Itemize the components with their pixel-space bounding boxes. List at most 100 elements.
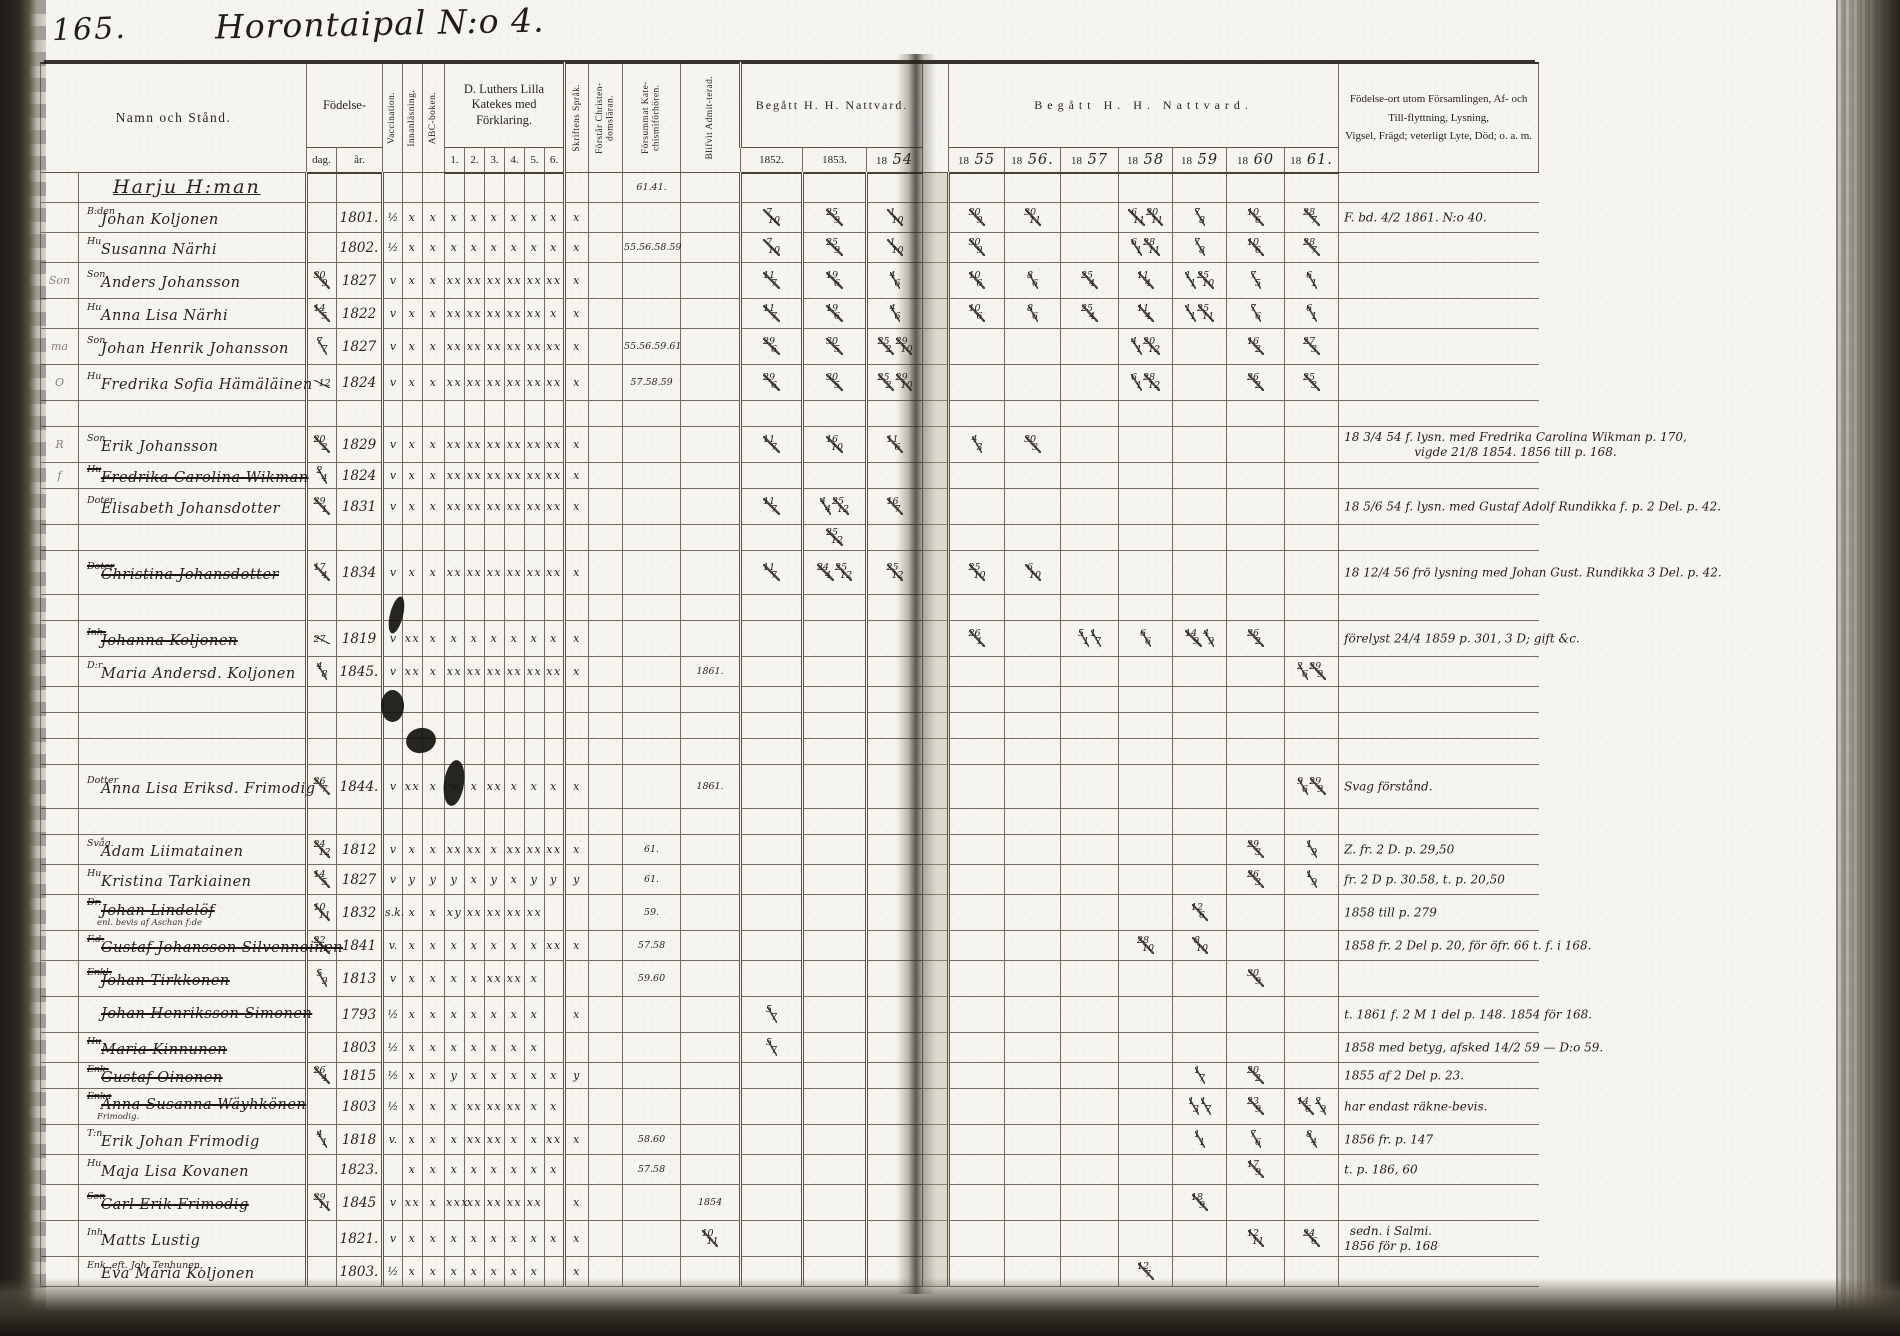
katekes-part-subheader: 3. — [484, 146, 505, 174]
forsummat-cell — [622, 594, 682, 621]
innanlasning-cell: x — [402, 298, 423, 329]
year-column-header: 18 58 — [1118, 146, 1174, 174]
communion-date-cell: 6 1 28 12 — [1118, 364, 1174, 401]
innanlasning-cell: xx — [402, 656, 423, 687]
communion-date-cell — [801, 1256, 868, 1287]
skriftens-sprak-cell: x — [563, 550, 590, 595]
birth-day-cell: 20 2 — [305, 426, 337, 463]
notes-cell — [1338, 656, 1539, 687]
communion-date-cell: 11 4 — [1118, 262, 1174, 299]
katekes-mark-cell — [543, 996, 566, 1033]
vaccination-cell — [381, 400, 403, 427]
notes-cell — [1338, 1184, 1539, 1221]
communion-date-cell: 24 4 25 12 — [801, 550, 868, 595]
communion-date-cell — [801, 1088, 868, 1125]
notes-cell — [1338, 262, 1539, 299]
katekes-mark-cell — [504, 524, 525, 551]
katekes-mark-cell: x — [444, 996, 465, 1033]
birth-year-cell: 1845 — [336, 1184, 383, 1221]
name-cell — [78, 400, 307, 427]
birth-day-cell: 24 12 — [305, 834, 337, 865]
communion-date-cell — [801, 894, 868, 931]
forstar-cell — [588, 834, 624, 865]
innanlasning-cell: x — [402, 488, 423, 525]
communion-date-cell — [865, 764, 924, 809]
communion-date-cell — [1118, 834, 1174, 865]
communion-date-cell — [1004, 738, 1062, 765]
book-fold-cell — [922, 808, 950, 835]
katekes-mark-cell: xx — [504, 364, 525, 401]
communion-date-cell: 11 7 — [739, 488, 804, 525]
book-fold-cell — [922, 462, 950, 489]
abc-cell: x — [422, 930, 445, 961]
skriftens-sprak-cell: x — [563, 202, 590, 233]
col-header-birth: Födelse- — [306, 62, 383, 148]
margin-bleed-cell: f — [40, 462, 79, 489]
communion-date-cell — [801, 960, 868, 997]
notes-cell — [1338, 686, 1539, 713]
vaccination-cell: v — [381, 1184, 403, 1221]
communion-date-cell — [1004, 364, 1062, 401]
katekes-mark-cell — [504, 712, 525, 739]
name-cell: F.d. Gustaf Johansson Silvennoinen — [78, 930, 343, 961]
katekes-mark-cell — [464, 808, 485, 835]
communion-date-cell — [1060, 426, 1120, 463]
skriftens-sprak-cell: x — [563, 764, 590, 809]
birth-year-cell: 1844. — [336, 764, 383, 809]
communion-date-cell — [1172, 426, 1228, 463]
katekes-mark-cell — [444, 712, 465, 739]
notes-cell: sedn. i Salmi. 1856 för p. 168 — [1338, 1220, 1539, 1257]
vaccination-cell: v — [381, 550, 403, 595]
admitterad-cell: 10 11 — [680, 1220, 742, 1257]
communion-date-cell — [1284, 172, 1340, 203]
forstar-cell — [588, 594, 624, 621]
katekes-mark-cell: xx — [543, 834, 566, 865]
katekes-mark-cell: xx — [444, 298, 465, 329]
admitterad-cell — [680, 930, 742, 961]
abc-cell: x — [422, 298, 445, 329]
name-cell: D:r Maria Andersd. Koljonen — [78, 656, 307, 687]
katekes-mark-cell: xx — [543, 426, 566, 463]
table-row: D:r Maria Andersd. Koljonen 4 8 1845. v xx x xx x… — [40, 656, 1539, 687]
communion-date-cell — [1172, 524, 1228, 551]
katekes-mark-cell — [543, 738, 566, 765]
table-row — [40, 808, 1539, 835]
forstar-cell — [588, 1088, 624, 1125]
birth-year-subheader: år. — [336, 146, 383, 174]
forstar-cell — [588, 1124, 624, 1155]
birth-year-cell: 1803. — [336, 1256, 383, 1287]
notes-cell: 1858 med betyg, afsked 14/2 59 — D:o 59. — [1338, 1032, 1603, 1063]
katekes-mark-cell: x — [504, 202, 525, 233]
katekes-mark-cell: x — [444, 960, 465, 997]
communion-date-cell: 7 10 — [739, 232, 804, 263]
innanlasning-cell: x — [402, 550, 423, 595]
communion-date-cell — [1118, 1062, 1174, 1089]
katekes-mark-cell: x — [543, 620, 566, 657]
birth-day-cell — [305, 524, 337, 551]
abc-cell: x — [422, 1124, 445, 1155]
katekes-mark-cell: xx — [543, 262, 566, 299]
communion-date-cell — [865, 808, 924, 835]
vaccination-cell: v — [381, 426, 403, 463]
katekes-mark-cell: xx — [543, 930, 566, 961]
katekes-mark-cell: xx — [464, 364, 485, 401]
vaccination-cell: v — [381, 656, 403, 687]
katekes-mark-cell: xx — [543, 550, 566, 595]
abc-cell: x — [422, 834, 445, 865]
communion-date-cell — [1172, 488, 1228, 525]
margin-bleed-cell: R — [40, 426, 79, 463]
innanlasning-cell: xx — [402, 1184, 423, 1221]
communion-date-cell: 25 9 — [801, 202, 868, 233]
vaccination-cell: v — [381, 864, 403, 895]
communion-date-cell — [1004, 1032, 1062, 1063]
katekes-mark-cell — [444, 400, 465, 427]
communion-date-cell: 25 3 — [1284, 364, 1340, 401]
communion-date-cell — [1172, 960, 1228, 997]
katekes-mark-cell: x — [504, 1124, 525, 1155]
book-fold-cell — [922, 738, 950, 765]
name-cell: Hu Susanna Närhi — [78, 232, 307, 263]
innanlasning-cell — [402, 400, 423, 427]
notes-cell: 1858 fr. 2 Del p. 20, för öfr. 66 t. f. … — [1338, 930, 1591, 961]
communion-date-cell — [1226, 894, 1286, 931]
